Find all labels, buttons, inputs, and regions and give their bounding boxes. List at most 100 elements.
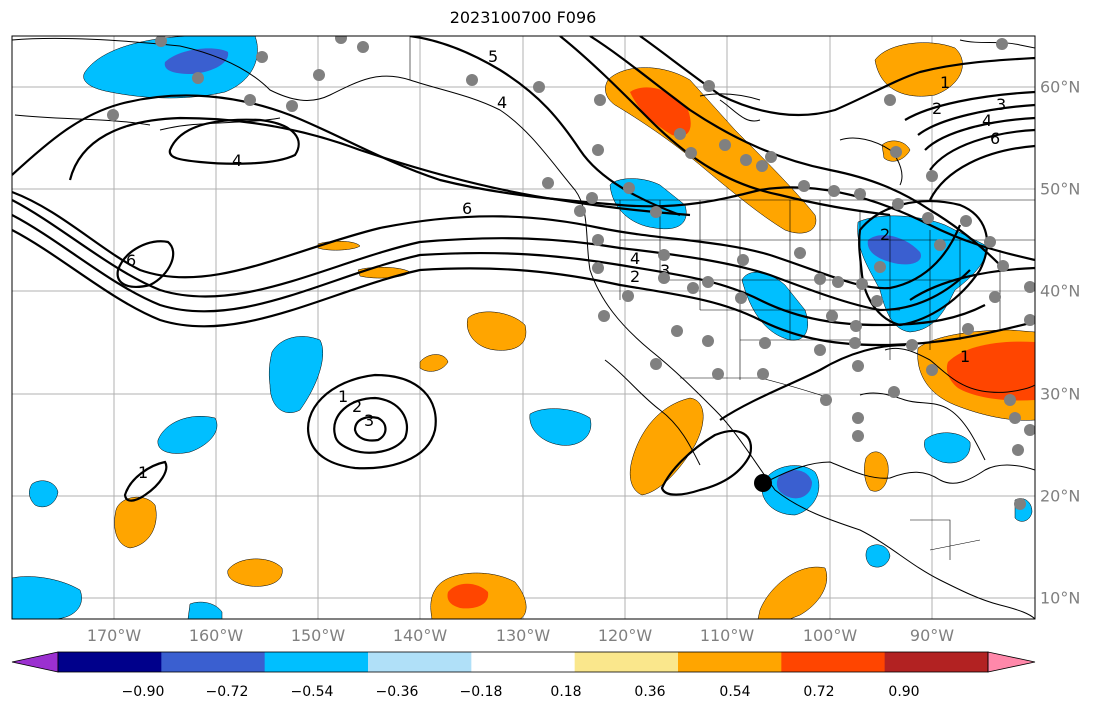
station-marker bbox=[890, 146, 902, 158]
station-marker bbox=[685, 147, 697, 159]
contour-label: 6 bbox=[126, 251, 136, 270]
station-marker bbox=[574, 205, 586, 217]
station-marker bbox=[313, 69, 325, 81]
positive-anomaly-region bbox=[114, 496, 157, 549]
colorbar-cell bbox=[884, 652, 989, 672]
coastlines bbox=[12, 37, 1035, 619]
station-marker bbox=[756, 160, 768, 172]
station-marker bbox=[874, 261, 886, 273]
colorbar-tick-label: 0.54 bbox=[719, 684, 751, 700]
negative-anomaly-region bbox=[29, 480, 59, 508]
station-marker bbox=[960, 215, 972, 227]
colorbar-cell bbox=[574, 652, 679, 672]
station-marker bbox=[814, 344, 826, 356]
station-marker bbox=[592, 262, 604, 274]
positive-anomaly-region bbox=[629, 397, 704, 496]
station-marker bbox=[623, 182, 635, 194]
station-marker bbox=[798, 180, 810, 192]
colorbar-cell bbox=[678, 652, 782, 672]
station-marker bbox=[466, 74, 478, 86]
lat-label: 20°N bbox=[1040, 486, 1081, 506]
station-marker bbox=[826, 310, 838, 322]
colorbar-extend-max bbox=[987, 651, 1036, 673]
station-marker bbox=[832, 276, 844, 288]
station-marker bbox=[926, 364, 938, 376]
station-marker bbox=[759, 337, 771, 349]
lat-label: 40°N bbox=[1040, 281, 1081, 301]
station-marker bbox=[922, 212, 934, 224]
lon-label: 150°W bbox=[290, 626, 346, 645]
negative-anomaly-core bbox=[164, 48, 229, 74]
colorbar-tick-label: −0.90 bbox=[121, 684, 165, 700]
station-marker bbox=[1024, 424, 1035, 436]
station-marker bbox=[286, 100, 298, 112]
station-marker bbox=[884, 94, 896, 106]
station-marker bbox=[712, 368, 724, 380]
station-marker bbox=[1009, 412, 1021, 424]
colorbar-tick-label: −0.72 bbox=[205, 684, 249, 700]
station-marker bbox=[244, 94, 256, 106]
station-marker bbox=[335, 36, 347, 44]
station-marker bbox=[934, 239, 946, 251]
station-marker bbox=[155, 36, 167, 47]
station-marker bbox=[192, 72, 204, 84]
contour-label: 5 bbox=[488, 47, 498, 66]
contour-label: 3 bbox=[660, 261, 670, 280]
lat-label: 50°N bbox=[1040, 179, 1081, 199]
station-marker bbox=[828, 185, 840, 197]
contour-label: 6 bbox=[462, 199, 472, 218]
station-marker bbox=[814, 273, 826, 285]
station-marker bbox=[871, 295, 883, 307]
lat-label: 60°N bbox=[1040, 77, 1081, 97]
positive-anomaly-region bbox=[874, 42, 963, 97]
station-marker bbox=[989, 291, 1001, 303]
station-marker bbox=[702, 335, 714, 347]
station-marker bbox=[1012, 444, 1024, 456]
station-marker bbox=[533, 81, 545, 93]
contour-labels: 5 4 4 6 6 4 3 2 1 2 3 1 1 2 2 3 4 6 1 bbox=[126, 47, 1006, 482]
positive-anomaly-region bbox=[757, 566, 827, 619]
colorbar-cell bbox=[471, 652, 576, 672]
station-marker bbox=[1014, 498, 1026, 510]
positive-anomaly-core bbox=[447, 583, 489, 609]
station-marker bbox=[794, 247, 806, 259]
colorbar-tick-label: 0.72 bbox=[803, 684, 835, 700]
station-marker bbox=[687, 282, 699, 294]
contour-label: 2 bbox=[932, 99, 942, 118]
lon-label: 90°W bbox=[909, 626, 955, 645]
station-marker bbox=[256, 51, 268, 63]
station-marker bbox=[650, 358, 662, 370]
contour-label: 4 bbox=[982, 111, 992, 130]
station-marker bbox=[757, 368, 769, 380]
station-marker bbox=[892, 198, 904, 210]
station-marker bbox=[658, 249, 670, 261]
colorbar-tick-label: −0.18 bbox=[459, 684, 503, 700]
station-marker bbox=[650, 206, 662, 218]
contour-label: 3 bbox=[364, 411, 374, 430]
contour-label: 1 bbox=[940, 73, 950, 92]
station-marker bbox=[820, 394, 832, 406]
lon-label: 160°W bbox=[188, 626, 244, 645]
station-marker bbox=[1024, 314, 1035, 326]
contour-label: 1 bbox=[138, 463, 148, 482]
station-marker bbox=[658, 272, 670, 284]
map-frame bbox=[11, 35, 1036, 620]
positive-anomaly-region bbox=[227, 558, 283, 587]
contour-label: 1 bbox=[960, 347, 970, 366]
station-marker bbox=[592, 234, 604, 246]
negative-anomaly-region bbox=[865, 544, 891, 568]
colorbar-cell bbox=[161, 652, 266, 672]
station-marker bbox=[962, 323, 974, 335]
station-marker bbox=[740, 154, 752, 166]
map-plot: 5 4 4 6 6 4 3 2 1 2 3 1 1 2 2 3 4 6 1 bbox=[11, 35, 1036, 620]
contour-label: 6 bbox=[990, 129, 1000, 148]
station-marker bbox=[888, 386, 900, 398]
station-marker bbox=[852, 360, 864, 372]
colorbar-frame bbox=[57, 651, 989, 673]
lon-label: 110°W bbox=[699, 626, 755, 645]
station-marker bbox=[850, 320, 862, 332]
negative-anomaly-region bbox=[12, 576, 82, 619]
colorbar-cell bbox=[781, 652, 886, 672]
contour-label: 2 bbox=[880, 225, 890, 244]
station-marker bbox=[856, 278, 868, 290]
